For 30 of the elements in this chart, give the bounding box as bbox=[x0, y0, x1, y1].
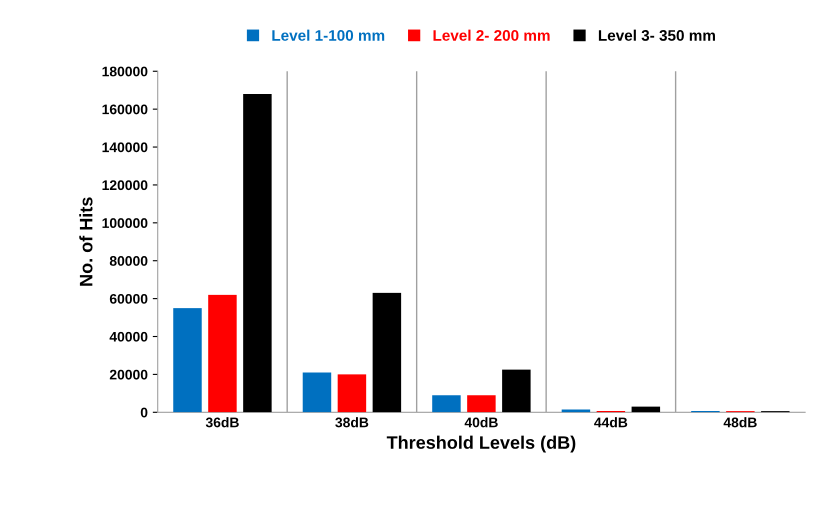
y-tick-label: 120000 bbox=[102, 180, 148, 190]
y-tick-label: 20000 bbox=[110, 370, 148, 380]
x-tick-label: 40dB bbox=[464, 417, 498, 428]
y-axis-title: No. of Hits bbox=[79, 197, 93, 286]
x-axis-title: Threshold Levels (dB) bbox=[386, 436, 576, 452]
y-tick-label: 180000 bbox=[102, 66, 148, 76]
legend-label: Level 3- 350 mm bbox=[598, 30, 715, 41]
y-tick-label: 140000 bbox=[102, 142, 148, 152]
bar bbox=[432, 395, 461, 412]
bar bbox=[632, 406, 660, 412]
bar bbox=[372, 292, 402, 412]
bar bbox=[173, 308, 202, 412]
bar bbox=[338, 374, 366, 412]
legend-label: Level 2- 200 mm bbox=[434, 30, 550, 41]
x-tick-label: 38dB bbox=[335, 417, 368, 428]
y-tick-label: 0 bbox=[140, 408, 148, 418]
y-tick-label: 80000 bbox=[110, 256, 148, 266]
bar bbox=[467, 395, 496, 412]
legend-label: Level 1-100 mm bbox=[272, 30, 384, 41]
y-tick-label: 40000 bbox=[110, 332, 148, 342]
bar bbox=[208, 294, 237, 412]
y-tick-label: 160000 bbox=[102, 104, 148, 114]
y-tick-label: 60000 bbox=[110, 294, 148, 304]
x-tick-label: 44dB bbox=[594, 417, 628, 428]
bar bbox=[243, 94, 272, 412]
x-tick-label: 48dB bbox=[724, 417, 757, 428]
x-tick-label: 36dB bbox=[206, 417, 239, 428]
bar bbox=[302, 372, 332, 412]
y-tick-label: 100000 bbox=[102, 218, 148, 228]
bar bbox=[502, 370, 531, 412]
